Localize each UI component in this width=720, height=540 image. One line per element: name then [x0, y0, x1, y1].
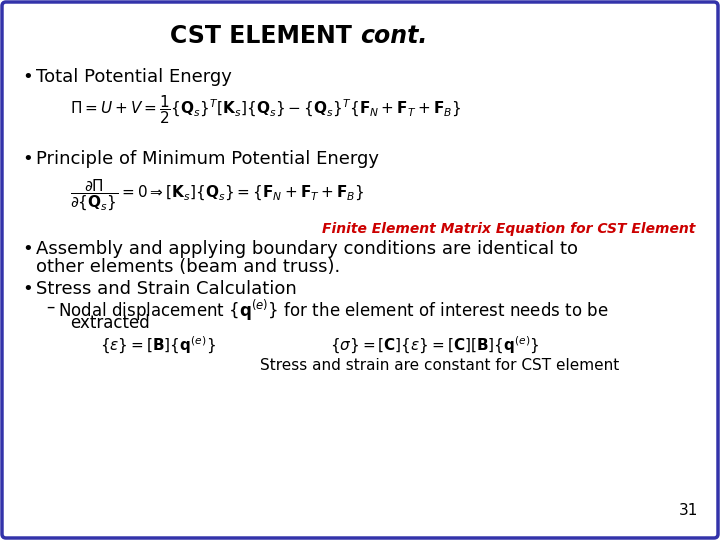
Text: Stress and strain are constant for CST element: Stress and strain are constant for CST e… — [260, 358, 619, 373]
Text: •: • — [22, 240, 32, 258]
Text: extracted: extracted — [70, 314, 150, 332]
Text: •: • — [22, 280, 32, 298]
Text: Principle of Minimum Potential Energy: Principle of Minimum Potential Energy — [36, 150, 379, 168]
Text: $\{\varepsilon\} = [\mathbf{B}]\{\mathbf{q}^{(e)}\}$: $\{\varepsilon\} = [\mathbf{B}]\{\mathbf… — [100, 335, 216, 356]
Text: –: – — [46, 298, 55, 316]
Text: •: • — [22, 68, 32, 86]
Text: CST ELEMENT: CST ELEMENT — [170, 24, 360, 48]
Text: 31: 31 — [679, 503, 698, 518]
Text: Finite Element Matrix Equation for CST Element: Finite Element Matrix Equation for CST E… — [322, 222, 695, 236]
Text: Assembly and applying boundary conditions are identical to: Assembly and applying boundary condition… — [36, 240, 578, 258]
Text: other elements (beam and truss).: other elements (beam and truss). — [36, 258, 341, 276]
Text: Total Potential Energy: Total Potential Energy — [36, 68, 232, 86]
Text: $\{\sigma\} = [\mathbf{C}]\{\varepsilon\} = [\mathbf{C}][\mathbf{B}]\{\mathbf{q}: $\{\sigma\} = [\mathbf{C}]\{\varepsilon\… — [330, 335, 540, 356]
Text: $\Pi = U + V = \dfrac{1}{2}\{\mathbf{Q}_s\}^T[\mathbf{K}_s]\{\mathbf{Q}_s\} - \{: $\Pi = U + V = \dfrac{1}{2}\{\mathbf{Q}_… — [70, 93, 462, 126]
Text: cont.: cont. — [360, 24, 428, 48]
Text: Stress and Strain Calculation: Stress and Strain Calculation — [36, 280, 297, 298]
Text: $\dfrac{\partial \Pi}{\partial\{\mathbf{Q}_s\}} = 0 \Rightarrow [\mathbf{K}_s]\{: $\dfrac{\partial \Pi}{\partial\{\mathbf{… — [70, 178, 364, 213]
Text: Nodal displacement {$\mathbf{q}^{(e)}$} for the element of interest needs to be: Nodal displacement {$\mathbf{q}^{(e)}$} … — [58, 298, 608, 323]
Text: •: • — [22, 150, 32, 168]
